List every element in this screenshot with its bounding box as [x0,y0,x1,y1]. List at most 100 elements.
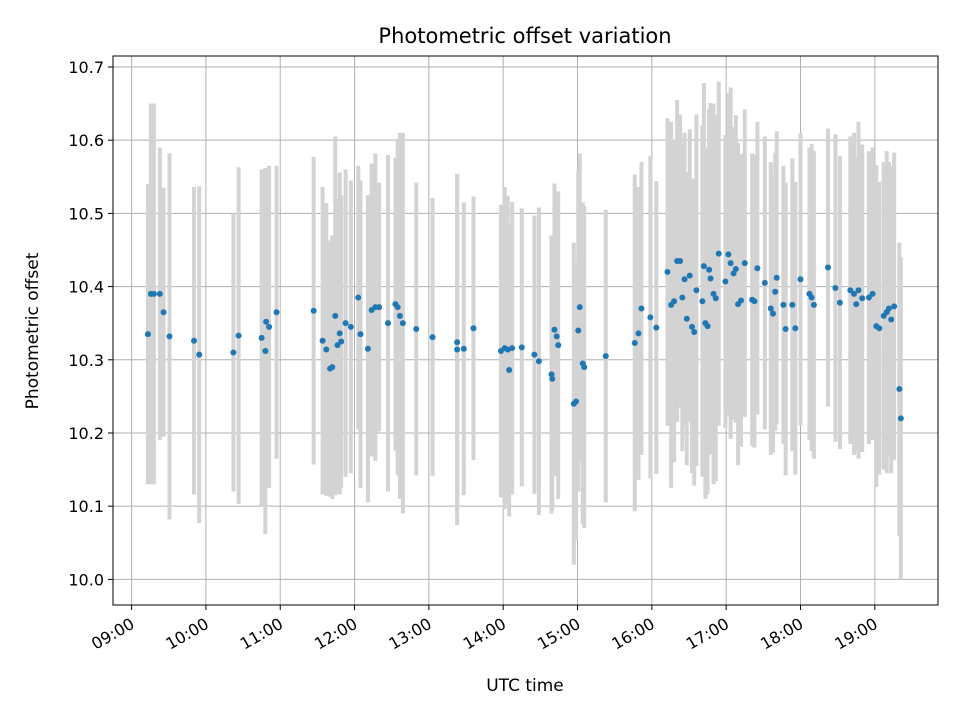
data-point [691,328,698,335]
data-point [429,334,436,341]
data-point [413,326,420,333]
data-point [677,257,684,264]
x-tick-label: 13:00 [385,614,434,654]
data-point [808,294,815,301]
data-point [664,268,671,275]
data-point [385,320,391,327]
data-point [273,309,280,316]
data-point [704,323,711,330]
data-point [376,304,383,311]
data-point [686,272,693,279]
x-tick-label: 14:00 [460,614,509,654]
data-point [789,301,796,308]
data-point [460,345,467,352]
y-axis-label: Photometric offset [23,252,43,409]
data-point [732,266,739,273]
data-point [725,251,732,258]
data-point [334,342,341,349]
x-axis-label: UTC time [486,676,564,696]
data-point [336,330,343,337]
data-point [896,386,903,393]
data-point [647,314,654,321]
data-point [770,310,776,317]
data-point [323,346,330,353]
y-tick-label: 10.2 [68,424,104,443]
data-point [575,327,582,334]
data-point [751,298,758,305]
x-tick-label: 17:00 [683,614,732,654]
x-tick-label: 12:00 [311,614,360,654]
y-tick-label: 10.7 [68,58,104,77]
data-point [885,305,892,312]
data-point [780,301,787,308]
data-point [509,345,516,352]
data-point [859,295,866,302]
data-point [555,342,562,349]
x-tick-label: 10:00 [162,614,211,654]
data-point [329,364,336,371]
data-point [258,334,265,341]
data-point [754,265,761,272]
data-point [876,325,883,332]
data-point [707,275,714,282]
data-point [767,305,774,312]
data-point [853,301,860,308]
gridlines [113,56,938,605]
data-point [319,337,326,344]
data-point [266,323,273,330]
data-point [310,307,317,314]
data-point [631,339,638,346]
data-point [573,398,580,405]
data-point [196,351,203,358]
x-tick-label: 11:00 [237,614,286,654]
data-point [394,304,401,311]
data-point [156,290,163,297]
data-point [355,294,362,301]
data-point [535,358,542,365]
data-point [671,298,678,305]
data-point [230,349,237,356]
y-tick-label: 10.4 [68,278,104,297]
y-tick-label: 10.1 [68,497,104,516]
x-tick-label: 19:00 [831,614,880,654]
data-point [773,274,780,281]
data-point [332,312,339,319]
y-tick-label: 10.6 [68,131,104,150]
data-point [396,312,403,319]
data-point [891,303,898,310]
data-point [741,260,748,267]
data-point [772,288,779,295]
data-point [581,364,588,371]
data-point [342,320,349,327]
chart-title: Photometric offset variation [378,24,671,48]
data-point [699,298,706,305]
data-point [470,325,477,332]
data-point [638,305,645,312]
data-point [865,294,872,301]
data-point [454,339,461,346]
data-point [897,415,904,422]
x-tick-label: 18:00 [757,614,806,654]
data-point [553,333,560,340]
data-point [262,347,269,354]
data-point [144,331,151,338]
data-point [797,276,804,283]
y-tick-label: 10.0 [68,570,104,589]
data-point [836,299,843,306]
x-tick-label: 16:00 [608,614,657,654]
data-point [792,325,799,332]
data-point [454,346,461,353]
data-point [679,294,686,301]
data-point [551,326,558,333]
data-point [518,344,525,351]
data-point [549,375,556,382]
data-point [635,330,642,337]
data-point [851,290,858,297]
data-point [869,290,876,297]
data-point [888,316,895,323]
data-point [712,295,719,302]
data-point [700,263,707,270]
data-points [144,250,904,422]
data-point [683,315,690,322]
